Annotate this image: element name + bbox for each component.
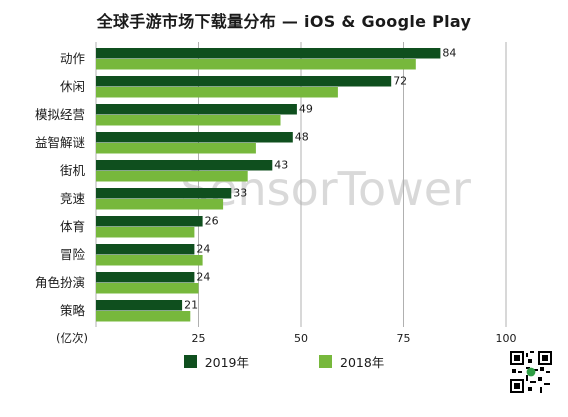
labels: 25 50 75 100 (亿次) 84 动作 72 休闲 49 模拟经营 48 益智解谜 43 街机 33 竞…	[35, 47, 517, 346]
bar-2018-6	[96, 227, 195, 238]
value-label-2019-0: 84	[442, 47, 456, 60]
category-label-0: 动作	[60, 51, 86, 66]
bar-2018-3	[96, 143, 256, 154]
bar-2018-4	[96, 171, 248, 182]
x-tick-label-50: 50	[294, 332, 308, 345]
value-label-2019-1: 72	[393, 75, 407, 88]
legend: 2019年 2018年	[0, 351, 568, 371]
bar-2018-9	[96, 311, 191, 322]
x-unit-label: (亿次)	[56, 331, 88, 345]
bar-2018-8	[96, 283, 199, 294]
category-label-6: 体育	[60, 219, 85, 234]
x-tick-label-75: 75	[397, 332, 411, 345]
bars	[96, 48, 441, 322]
value-label-2019-9: 21	[184, 299, 198, 312]
bar-2019-6	[96, 216, 203, 227]
bar-2019-8	[96, 272, 195, 283]
bar-2018-1	[96, 87, 338, 98]
chart-title: 全球手游市场下载量分布 — iOS & Google Play	[96, 12, 472, 31]
bar-2018-7	[96, 255, 203, 266]
category-label-4: 街机	[60, 163, 86, 178]
bar-2019-5	[96, 188, 232, 199]
x-tick-label-100: 100	[496, 332, 517, 345]
category-label-5: 竞速	[60, 191, 86, 206]
bar-2019-9	[96, 300, 183, 311]
bar-2019-7	[96, 244, 195, 255]
legend-swatch-2019	[183, 354, 197, 368]
value-label-2019-5: 33	[233, 187, 247, 200]
bar-2018-5	[96, 199, 224, 210]
value-label-2019-4: 43	[274, 159, 288, 172]
category-label-1: 休闲	[60, 79, 85, 94]
value-label-2019-8: 24	[196, 271, 210, 284]
bar-2019-0	[96, 48, 441, 59]
legend-item-2018: 2018年	[319, 352, 384, 371]
value-label-2019-7: 24	[196, 243, 210, 256]
legend-label-2018: 2018年	[340, 354, 385, 370]
category-label-2: 模拟经营	[35, 107, 85, 122]
category-label-8: 角色扮演	[35, 275, 85, 290]
x-tick-label-25: 25	[192, 332, 206, 345]
value-label-2019-6: 26	[205, 215, 219, 228]
bar-2018-0	[96, 59, 416, 70]
bar-2019-1	[96, 76, 392, 87]
bar-2019-3	[96, 132, 293, 143]
legend-label-2019: 2019年	[204, 354, 249, 370]
bar-2019-4	[96, 160, 273, 171]
legend-swatch-2018	[319, 354, 332, 368]
value-label-2019-2: 49	[299, 103, 313, 116]
qr-code-image	[510, 351, 552, 393]
category-label-9: 策略	[60, 303, 86, 318]
category-label-3: 益智解谜	[35, 135, 86, 150]
bar-2019-2	[96, 104, 297, 115]
legend-item-2019: 2019年	[183, 352, 249, 371]
bar-2018-2	[96, 115, 281, 126]
value-label-2019-3: 48	[295, 131, 309, 144]
category-label-7: 冒险	[60, 247, 86, 262]
